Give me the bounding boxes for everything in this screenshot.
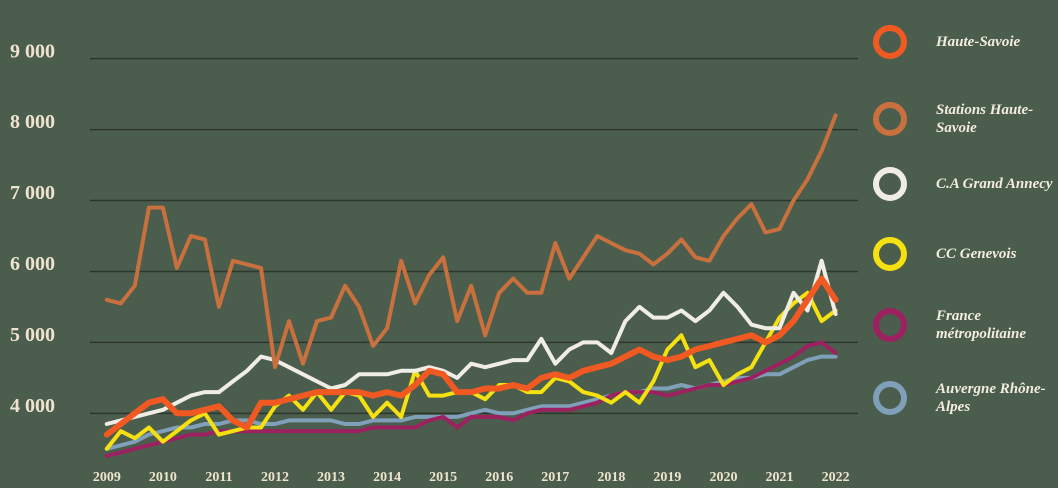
- series-line: [104, 354, 838, 451]
- x-tick-label: 2019: [653, 470, 681, 485]
- x-tick-label: 2020: [709, 470, 737, 485]
- y-tick-label: 4 000: [10, 395, 55, 417]
- legend-label: C.A Grand Annecy: [936, 176, 1053, 192]
- x-tick-label: 2016: [485, 470, 513, 485]
- y-tick-label: 6 000: [10, 253, 55, 275]
- series-line: [103, 275, 839, 438]
- y-tick-label: 5 000: [10, 324, 55, 346]
- legend-marker: [873, 308, 907, 342]
- y-tick-label: 8 000: [10, 111, 55, 133]
- legend-label: Haute-Savoie: [936, 34, 1021, 50]
- x-tick-label: 2013: [317, 470, 345, 485]
- series-line: [104, 113, 838, 370]
- x-tick-label: 2011: [205, 470, 232, 485]
- x-tick-label: 2012: [261, 470, 289, 485]
- legend-marker: [873, 381, 907, 415]
- series-line: [104, 258, 838, 426]
- x-tick-label: 2017: [541, 470, 569, 485]
- y-tick-label: 7 000: [10, 182, 55, 204]
- legend-marker: [873, 25, 907, 59]
- x-tick-label: 2018: [597, 470, 625, 485]
- y-tick-label: 9 000: [10, 40, 55, 62]
- legend-marker: [873, 237, 907, 271]
- series-line: [104, 340, 838, 458]
- legend-label: France métropolitaine: [936, 308, 1026, 342]
- x-tick-label: 2021: [766, 470, 794, 485]
- legend-marker: [873, 102, 907, 136]
- x-tick-label: 2014: [373, 470, 401, 485]
- legend-label: Auvergne Rhône-Alpes: [936, 381, 1046, 415]
- x-tick-label: 2010: [149, 470, 177, 485]
- x-tick-label: 2015: [429, 470, 457, 485]
- x-tick-label: 2022: [822, 470, 850, 485]
- x-tick-label: 2009: [93, 470, 121, 485]
- legend-label: Stations Haute-Savoie: [936, 102, 1034, 136]
- legend-marker: [873, 167, 907, 201]
- legend-label: CC Genevois: [936, 246, 1017, 262]
